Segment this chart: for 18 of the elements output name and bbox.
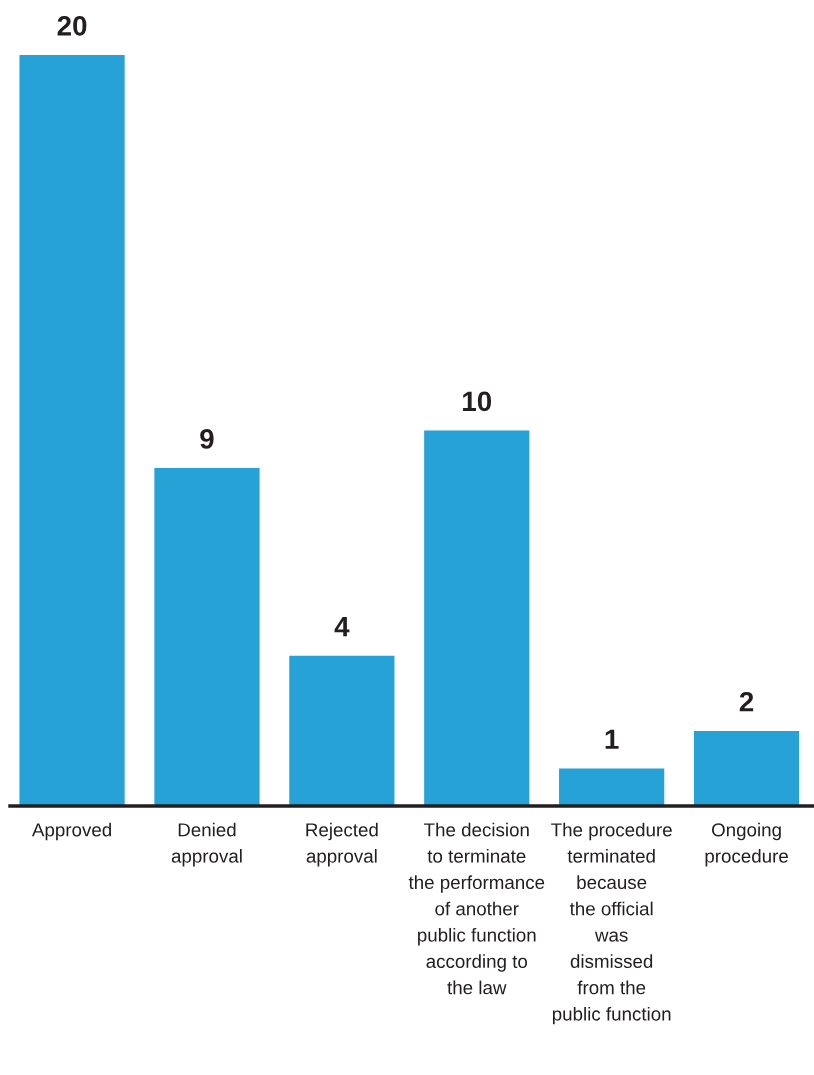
bar <box>693 730 800 807</box>
x-tick-label: The decision to terminate the performance of another public function according to the law <box>408 822 545 995</box>
x-tick-label: Denied approval <box>171 822 242 867</box>
data-label: 4 <box>334 617 350 637</box>
bar <box>559 768 665 807</box>
data-label: 20 <box>57 15 87 36</box>
x-tick-label: Approved <box>31 822 111 841</box>
x-tick-label: Rejected approval <box>306 822 378 867</box>
bar <box>289 655 395 807</box>
x-tick-label: Ongoing procedure <box>705 822 788 867</box>
data-label: 2 <box>739 691 754 712</box>
x-tick-label: The procedure terminated because the official was dismissed from the public function <box>551 822 672 1025</box>
data-label: 10 <box>463 391 492 412</box>
data-label: 1 <box>605 729 619 749</box>
bar <box>154 468 260 807</box>
bar <box>19 55 125 807</box>
bar <box>424 430 530 807</box>
data-label: 9 <box>200 429 214 449</box>
